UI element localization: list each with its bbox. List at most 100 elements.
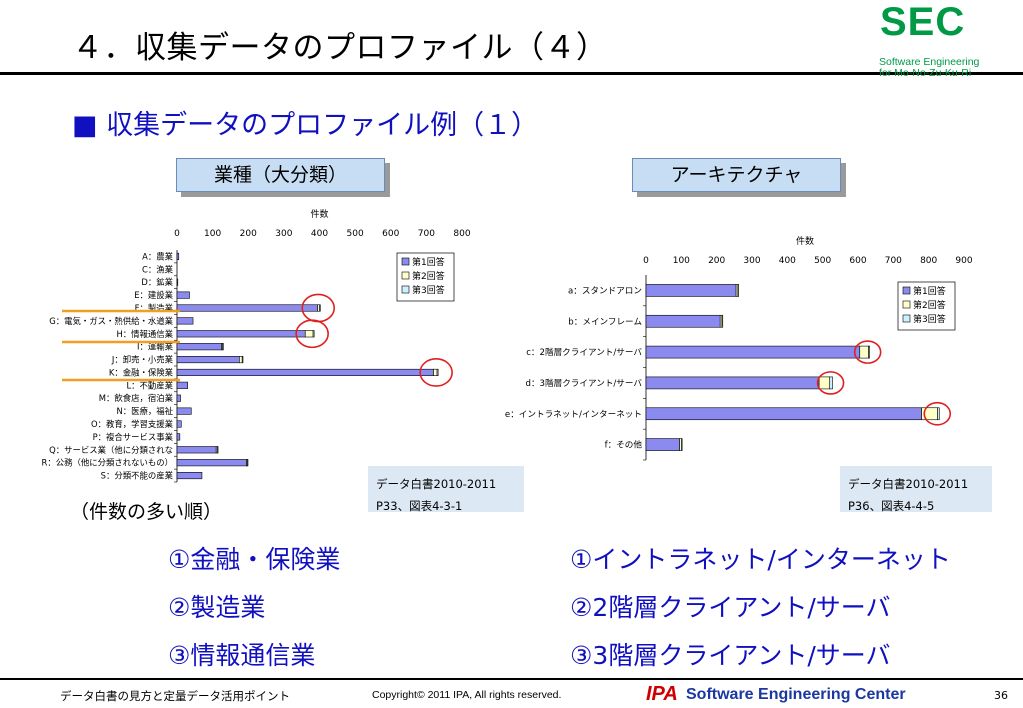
source-left-line2: P33、図表4-3-1 xyxy=(376,499,463,513)
arch-x-tick-label: 400 xyxy=(779,256,796,266)
arch-category-label: d：3階層クライアント/サーバ xyxy=(525,378,642,389)
source-left-line1: データ白書2010-2011 xyxy=(376,477,497,491)
arch-highlight-circle xyxy=(816,371,845,395)
footer-divider xyxy=(0,678,1023,680)
industry-category-label: N：医療，福祉 xyxy=(116,406,173,416)
industry-bar-1 xyxy=(176,472,203,480)
source-note-left: データ白書2010-2011 P33、図表4-3-1 xyxy=(368,466,524,513)
architecture-rank-3: ③3階層クライアント/サーバ xyxy=(570,641,891,670)
arch-bar-1 xyxy=(645,376,820,390)
industry-category-label: O：教育，学習支援業 xyxy=(91,419,174,429)
industry-category-label: C：漁業 xyxy=(142,264,174,274)
industry-bar-1 xyxy=(176,394,181,402)
source-note-right: データ白書2010-2011 P36、図表4-4-5 xyxy=(840,466,992,513)
arch-x-tick-label: 100 xyxy=(673,256,690,266)
industry-x-tick-label: 400 xyxy=(311,229,328,239)
industry-rank-1: ①金融・保険業 xyxy=(168,545,341,574)
industry-highlight-circle xyxy=(295,319,329,349)
sec-logo-subtitle-1: Software Engineering xyxy=(879,56,980,68)
industry-bar-2 xyxy=(304,330,314,338)
industry-bar-1 xyxy=(176,291,190,299)
industry-legend-swatch xyxy=(401,257,410,266)
industry-label-box: 業種（大分類） xyxy=(176,158,385,192)
industry-bar-3 xyxy=(246,459,249,467)
arch-bar-3 xyxy=(829,376,833,390)
industry-category-label: A：農業 xyxy=(142,251,173,261)
industry-bar-1 xyxy=(176,446,217,454)
arch-legend-label: 第2回答 xyxy=(913,299,946,311)
industry-bar-1 xyxy=(176,252,180,260)
industry-legend-label: 第2回答 xyxy=(412,270,445,282)
architecture-label-box: アーキテクチャ xyxy=(632,158,841,192)
industry-bar-1 xyxy=(176,317,194,325)
industry-bar-3 xyxy=(216,446,219,454)
arch-bar-2 xyxy=(859,345,869,359)
industry-x-axis-title: 件数 xyxy=(310,208,328,220)
arch-x-tick-label: 800 xyxy=(920,256,937,266)
footer-sec-name: Software Engineering Center xyxy=(686,686,906,703)
industry-x-tick-label: 0 xyxy=(174,229,180,239)
industry-bar-2 xyxy=(433,368,438,376)
source-right-line1: データ白書2010-2011 xyxy=(848,477,969,491)
arch-x-axis-title: 件数 xyxy=(796,235,814,247)
arch-category-label: e：イントラネット/インターネット xyxy=(505,409,642,420)
arch-legend-swatch xyxy=(902,314,911,323)
subtitle-text: 収集データのプロファイル例（１） xyxy=(97,110,539,141)
industry-x-tick-label: 300 xyxy=(275,229,292,239)
industry-bar-2 xyxy=(239,356,243,364)
industry-bar-3 xyxy=(312,330,315,338)
arch-x-tick-label: 300 xyxy=(743,256,760,266)
accent-lines xyxy=(62,309,180,382)
arch-bar-1 xyxy=(645,345,861,359)
industry-legend-swatch xyxy=(401,271,410,280)
industry-category-label: I：運輸業 xyxy=(137,342,174,352)
industry-x-tick-label: 700 xyxy=(418,229,435,239)
industry-rank-2: ②製造業 xyxy=(168,593,266,622)
arch-legend-label: 第1回答 xyxy=(913,285,946,297)
source-right-line2: P36、図表4-4-5 xyxy=(848,499,935,513)
arch-x-tick-label: 200 xyxy=(708,256,725,266)
arch-bar-1 xyxy=(645,314,721,328)
industry-category-label: E：建設業 xyxy=(134,290,173,300)
industry-bar-1 xyxy=(176,368,434,376)
industry-category-label: J：卸売・小売業 xyxy=(111,355,174,365)
industry-bar-3 xyxy=(241,356,244,364)
ipa-logo: IPA xyxy=(646,683,678,705)
sec-logo: SEC xyxy=(880,0,966,44)
arch-highlight-circle xyxy=(853,340,882,364)
arch-bar-3 xyxy=(721,314,724,328)
arch-bar-1 xyxy=(645,407,922,421)
industry-category-label: H：情報通信業 xyxy=(116,329,173,339)
industry-bar-3 xyxy=(436,368,439,376)
industry-category-label: D：鉱業 xyxy=(141,277,173,287)
industry-legend-label: 第1回答 xyxy=(412,256,445,268)
title-divider xyxy=(0,72,1023,75)
arch-category-label: c：2階層クライアント/サーバ xyxy=(526,347,642,358)
arch-legend-swatch xyxy=(902,300,911,309)
page-title: ４．収集データのプロファイル（４） xyxy=(72,30,608,66)
page-number: 36 xyxy=(994,689,1008,702)
arch-bar-2 xyxy=(818,376,831,390)
industry-bar-3 xyxy=(319,304,321,312)
industry-category-label: K：金融・保険業 xyxy=(109,367,174,377)
arch-highlight-circle xyxy=(923,401,952,426)
industry-category-label: M：飲食店，宿泊業 xyxy=(99,393,174,403)
industry-chart: 件数 0 100 200 300 400 500 600 700 800 A：農業 C：漁業 D：鉱業 E… xyxy=(42,208,471,483)
industry-bar-1 xyxy=(176,459,247,467)
sec-logo-subtitle-2: for Mo-No-Zu-Ku-Ri xyxy=(879,67,972,79)
arch-legend-swatch xyxy=(902,286,911,295)
arch-bar-3 xyxy=(737,284,739,297)
arch-bar-3 xyxy=(681,438,683,451)
architecture-rank-1: ①イントラネット/インターネット xyxy=(570,545,951,574)
industry-category-label: F：製造業 xyxy=(135,303,174,313)
arch-x-tick-label: 500 xyxy=(814,256,831,266)
industry-bar-3 xyxy=(222,343,224,351)
architecture-rank-2: ②2階層クライアント/サーバ xyxy=(570,593,891,622)
arch-category-label: f：その他 xyxy=(605,439,643,451)
industry-x-tick-label: 500 xyxy=(347,229,364,239)
industry-bar-1 xyxy=(176,407,192,415)
arch-x-tick-label: 700 xyxy=(885,256,902,266)
arch-legend-label: 第3回答 xyxy=(913,313,946,325)
arch-bar-3 xyxy=(937,407,940,421)
arch-x-tick-label: 900 xyxy=(955,256,972,266)
